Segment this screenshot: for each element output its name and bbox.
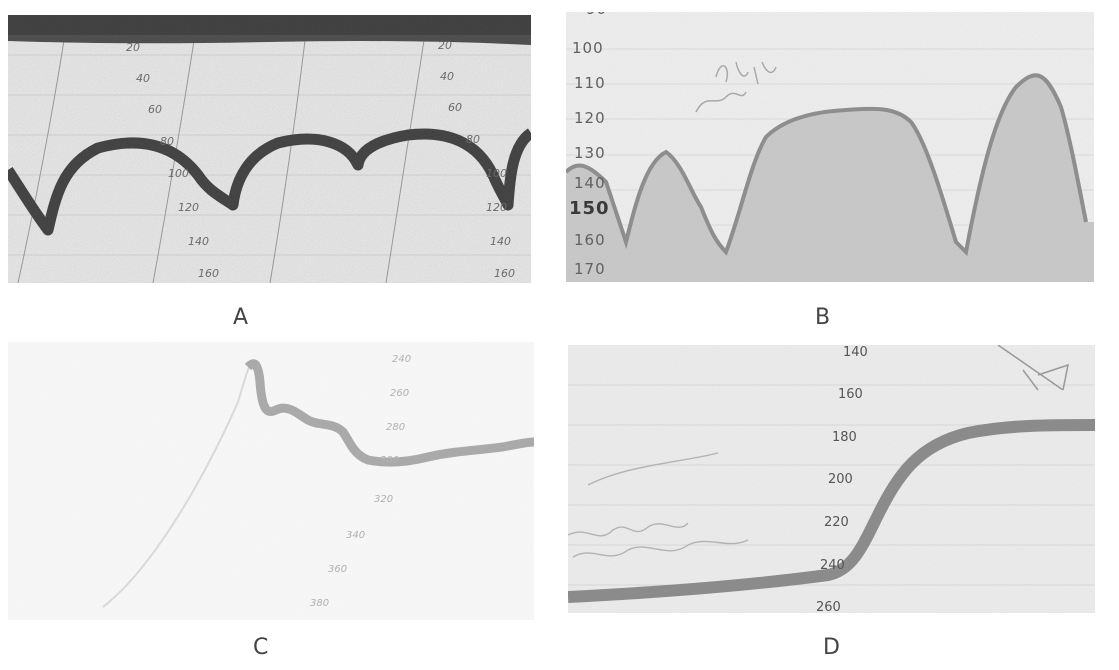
depth-label: 280 [386,422,406,433]
depth-label: 260 [390,388,410,399]
echogram-c-trace [8,342,534,620]
depth-label: 240 [820,558,845,573]
depth-label: 160 [494,267,515,280]
echogram-d-trace [568,345,1095,613]
echogram-panel-d: 140 160 180 200 220 240 260 [568,345,1095,613]
depth-label: 140 [574,174,606,192]
depth-label: 340 [346,530,366,541]
depth-label: 180 [832,430,857,445]
depth-label: 100 [572,39,604,57]
echogram-b-trace [566,12,1094,282]
panel-caption-c: C [253,635,269,660]
panel-caption-b: B [815,305,831,330]
depth-label: 110 [574,74,606,92]
depth-label: 140 [188,235,209,248]
depth-label: 130 [574,144,606,162]
depth-label: 20 [126,41,140,54]
depth-label: 160 [574,231,606,249]
depth-label: 80 [466,133,480,146]
depth-label: 120 [486,201,507,214]
depth-label: 160 [838,387,863,402]
depth-label: 260 [816,600,841,613]
echogram-panel-a: 20 40 60 80 100 120 140 160 20 40 60 80 … [8,15,531,283]
depth-label: 140 [843,345,868,360]
depth-label: 100 [168,167,189,180]
depth-label: 240 [392,354,412,365]
depth-label: 40 [136,72,150,85]
depth-label: 80 [160,135,174,148]
depth-label: 300 [380,455,400,466]
depth-label: 60 [148,103,162,116]
panel-caption-d: D [823,635,840,660]
depth-label: 360 [328,564,348,575]
depth-label: 40 [440,70,454,83]
depth-label: 170 [574,260,606,278]
depth-label: 140 [490,235,511,248]
echogram-a-trace [8,15,531,283]
echogram-panel-c: 240 260 280 300 320 340 360 380 [8,342,534,620]
depth-label: 100 [486,167,507,180]
depth-label: 120 [178,201,199,214]
depth-label: 120 [574,109,606,127]
depth-label: 380 [310,598,330,609]
echogram-panel-b: 90 100 110 120 130 140 150 160 170 [566,12,1094,282]
depth-label: 200 [828,472,853,487]
depth-label: 60 [448,101,462,114]
depth-label: 160 [198,267,219,280]
depth-label: 90 [586,12,607,18]
depth-label: 150 [569,198,610,219]
depth-label: 320 [374,494,394,505]
panel-caption-a: A [233,305,249,330]
depth-label: 20 [438,39,452,52]
depth-label: 220 [824,515,849,530]
